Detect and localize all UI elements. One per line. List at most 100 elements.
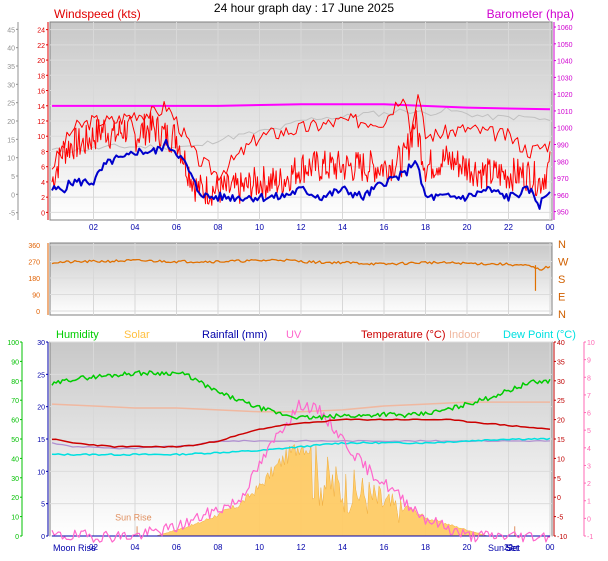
x-tick-label: 04 [131,543,140,552]
annotation-moon-rise: Moon Rise [53,543,96,553]
legend-humidity: Humidity [56,329,99,341]
x-tick-label: 06 [172,543,181,552]
x-tick-label: 16 [380,543,389,552]
compass-label: N [558,309,566,321]
barometer-axis-tick-label: 1040 [557,59,573,66]
legend-solar: Solar [124,329,150,341]
humidity-axis-tick-label: 10 [11,515,19,522]
gust-scale-axis-tick-label: 15 [7,137,15,144]
uv-axis-tick-label: -1 [587,534,593,541]
legend-uv: UV [286,329,302,341]
windspeed-axis-tick-label: 2 [41,195,45,202]
uv-axis-tick-label: 10 [587,340,595,347]
compass-label: E [558,292,565,304]
gust-scale-axis-tick-label: 45 [7,27,15,34]
legend-indoor: Indoor [449,329,481,341]
barometer-axis-tick-label: 1010 [557,109,573,116]
temperature-axis-tick-label: 15 [557,437,565,444]
uv-axis-tick-label: 2 [587,481,591,488]
gust-scale-axis-tick-label: 30 [7,82,15,89]
legend-temperature-c: Temperature (°C) [361,329,445,341]
uv-axis-tick-label: 6 [587,411,591,418]
rainfall-axis-tick-label: 15 [37,437,45,444]
uv-axis-tick-label: 5 [587,428,591,435]
x-tick-label: 10 [255,223,264,232]
temperature-axis-tick-label: 10 [557,456,565,463]
gust-scale-axis-tick-label: 35 [7,64,15,71]
uv-axis-tick-label: 4 [587,446,591,453]
windspeed-axis-tick-label: 12 [37,119,45,126]
windspeed-axis-tick-label: 16 [37,89,45,96]
x-tick-label: 16 [380,223,389,232]
barometer-axis-tick-label: 980 [557,159,569,166]
annotation-sun-set: Sun Set [488,543,521,553]
series-humidity [51,370,551,421]
uv-axis-tick-label: 8 [587,375,591,382]
x-tick-label: 12 [297,543,306,552]
direction-tick-label: 180 [28,276,40,283]
x-tick-label: 06 [172,223,181,232]
direction-tick-label: 360 [28,243,40,250]
temperature-axis-tick-label: -5 [557,515,563,522]
temperature-axis-tick-label: 40 [557,340,565,347]
series-dew-point [51,437,551,456]
series-barometer [52,103,551,111]
barometer-axis-tick-label: 1050 [557,42,573,49]
direction-tick-label: 90 [32,293,40,300]
x-tick-label: 10 [255,543,264,552]
humidity-axis-tick-label: 60 [11,418,19,425]
x-tick-label: 20 [463,223,472,232]
x-tick-label: 18 [421,543,430,552]
temperature-axis-tick-label: 25 [557,398,565,405]
humidity-axis-tick-label: 100 [7,340,19,347]
x-tick-label: 14 [338,543,347,552]
x-tick-label: 12 [297,223,306,232]
humidity-axis-tick-label: 50 [11,437,19,444]
rainfall-axis-tick-label: 25 [37,372,45,379]
gust-scale-axis-tick-label: 25 [7,101,15,108]
series-gust [51,94,551,181]
series-uv [51,399,551,543]
uv-axis-tick-label: 9 [587,358,591,365]
rainfall-axis-tick-label: 5 [41,502,45,509]
windspeed-axis-tick-label: 0 [41,210,45,217]
barometer-axis-tick-label: 960 [557,193,569,200]
series-wind-direction [51,258,551,271]
x-tick-label: 18 [421,223,430,232]
series-gust-grey [51,106,551,154]
x-tick-label: 22 [504,223,513,232]
barometer-axis-tick-label: 1020 [557,92,573,99]
annotation-sun-rise: Sun Rise [115,512,152,522]
series-average [51,138,551,210]
x-tick-label: 00 [546,543,555,552]
legend-rainfall: Rainfall (mm) [202,329,267,341]
windspeed-axis-tick-label: 22 [37,43,45,50]
windspeed-axis-tick-label: 8 [41,149,45,156]
temperature-axis-tick-label: 20 [557,418,565,425]
annotation-set: Set [505,543,519,553]
uv-axis-tick-label: 1 [587,499,591,506]
x-tick-label: 08 [214,223,223,232]
humidity-axis-tick-label: 90 [11,359,19,366]
direction-tick-label: 0 [36,309,40,316]
rainfall-axis-tick-label: 0 [41,534,45,541]
barometer-axis-tick-label: 1030 [557,75,573,82]
series-temperature [51,418,551,449]
gust-scale-axis-tick-label: 20 [7,119,15,126]
windspeed-axis-tick-label: 18 [37,73,45,80]
temperature-axis-tick-label: 35 [557,359,565,366]
uv-axis-tick-label: 3 [587,463,591,470]
windspeed-axis-tick-label: 6 [41,165,45,172]
rainfall-axis-tick-label: 30 [37,340,45,347]
x-tick-label: 20 [463,543,472,552]
chart-title: 24 hour graph day : 17 June 2025 [213,1,395,15]
gust-scale-axis-tick-label: 0 [11,192,15,199]
compass-label: N [558,239,566,251]
barometer-legend: Barometer (hpa) [487,7,574,21]
uv-axis-tick-label: 7 [587,393,591,400]
x-tick-label: 00 [546,223,555,232]
compass-label: S [558,274,565,286]
humidity-axis-tick-label: 30 [11,476,19,483]
direction-tick-label: 270 [28,260,40,267]
